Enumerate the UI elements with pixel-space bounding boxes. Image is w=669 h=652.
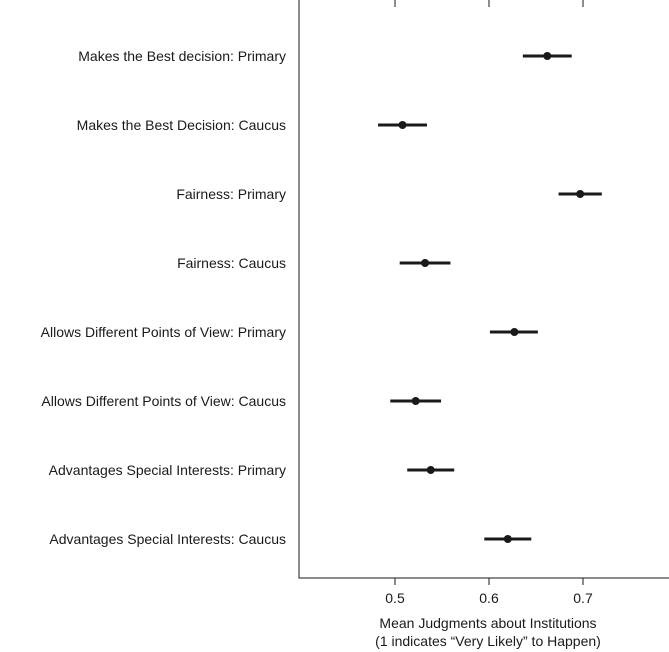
data-point [503, 535, 512, 543]
data-point [411, 397, 420, 405]
x-tick-label: 0.6 [479, 590, 499, 606]
x-axis-title-line2: (1 indicates “Very Likely” to Happen) [375, 633, 601, 649]
category-label: Advantages Special Interests: Caucus [49, 531, 286, 547]
data-point [543, 52, 552, 60]
x-tick-label: 0.5 [385, 590, 405, 606]
category-label: Makes the Best Decision: Caucus [77, 117, 286, 133]
data-point [576, 190, 585, 198]
data-point [398, 121, 407, 129]
category-label: Allows Different Points of View: Caucus [41, 393, 286, 409]
category-label: Advantages Special Interests: Primary [49, 462, 286, 478]
data-points [398, 52, 585, 543]
data-point [426, 466, 435, 474]
category-label: Fairness: Caucus [177, 255, 286, 271]
data-point [510, 328, 519, 336]
category-label: Fairness: Primary [176, 186, 286, 202]
plot-frame [298, 0, 669, 579]
category-label: Makes the Best decision: Primary [78, 48, 286, 64]
x-axis-title: Mean Judgments about Institutions [379, 615, 596, 631]
category-labels: Makes the Best decision: Primary Makes th… [41, 48, 286, 547]
category-label: Allows Different Points of View: Primary [41, 324, 286, 340]
x-tick-label: 0.7 [573, 590, 593, 606]
x-axis-ticks: 0.5 0.6 0.7 [385, 0, 593, 606]
data-point [421, 259, 430, 267]
error-bars [378, 54, 602, 541]
